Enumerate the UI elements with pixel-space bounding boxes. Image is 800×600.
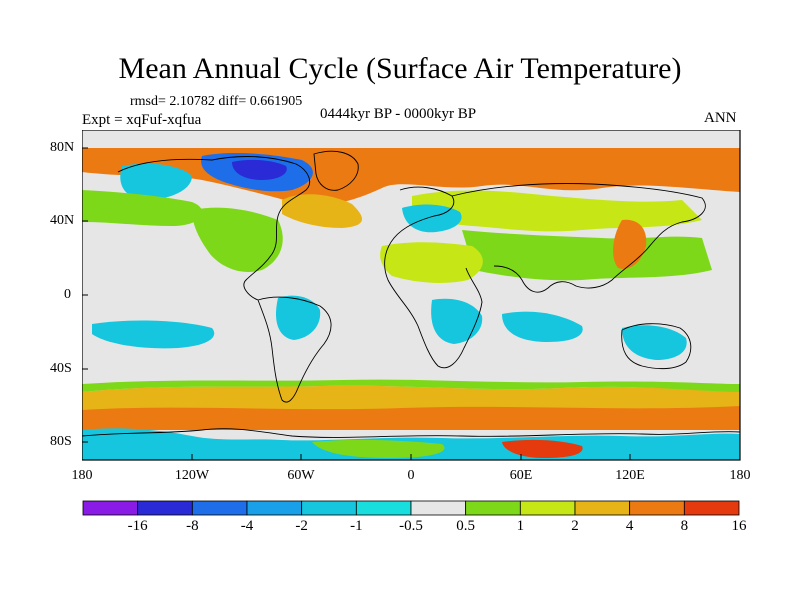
colorbar <box>82 500 740 516</box>
colorbar-swatch <box>301 500 357 516</box>
x-tick-60w: 60W <box>287 468 315 483</box>
x-tick-120w: 120W <box>174 468 210 483</box>
colorbar-label: -1 <box>350 518 363 534</box>
colorbar-swatch <box>355 500 412 516</box>
north-america-green <box>192 207 283 273</box>
asia-yellow-green <box>462 230 712 281</box>
stats-line: rmsd= 2.10782 diff= 0.661905 <box>130 94 303 109</box>
antarctic-orange <box>82 406 740 430</box>
colorbar-swatch <box>410 500 467 516</box>
asia-coast <box>451 183 706 293</box>
colorbar-swatch <box>629 500 685 516</box>
y-tick-40n: 40N <box>50 213 75 228</box>
x-tick-120e: 120E <box>615 468 645 483</box>
y-tick-0: 0 <box>64 287 71 302</box>
colorbar-label: -16 <box>127 518 148 534</box>
colorbar-label: -2 <box>295 518 308 534</box>
north-america-coast <box>117 156 310 301</box>
colorbar-label: 1 <box>516 518 525 534</box>
colorbar-swatch <box>683 500 740 516</box>
colorbar-label: -0.5 <box>399 518 423 534</box>
experiment-label: Expt = xqFuf-xqfua <box>82 112 202 128</box>
amazon-cyan <box>275 295 321 340</box>
colorbar-label: 16 <box>731 518 747 534</box>
colorbar-swatch <box>519 500 576 516</box>
colorbar-label: -8 <box>186 518 199 534</box>
colorbar-swatch <box>574 500 631 516</box>
y-tick-80n: 80N <box>50 140 75 155</box>
alaska-cyan <box>120 163 192 200</box>
season-label: ANN <box>704 110 737 126</box>
colorbar-swatch <box>465 500 521 516</box>
indian-ocean-cyan <box>502 311 583 342</box>
y-tick-80s: 80S <box>50 434 72 449</box>
africa-cyan <box>431 298 483 344</box>
south-america-coast <box>257 296 332 403</box>
antarctica-warm <box>502 439 583 458</box>
anomaly-fields <box>82 148 740 460</box>
colorbar-label: 4 <box>625 518 634 534</box>
australia-cyan <box>622 325 687 360</box>
x-tick-180e: 180 <box>729 468 751 483</box>
colorbar-label: 0.5 <box>456 518 476 534</box>
greenland-coast <box>313 150 359 191</box>
sahara-green <box>380 242 483 283</box>
north-atlantic-orange <box>282 194 362 228</box>
colorbar-label: 8 <box>680 518 689 534</box>
colorbar-label: 2 <box>571 518 579 534</box>
coastlines <box>82 150 741 438</box>
southern-ocean-green <box>82 379 740 392</box>
europe-africa-coast <box>384 186 483 369</box>
australia-coast <box>621 323 692 370</box>
canada-cold-deep <box>232 159 287 180</box>
east-asia-orange <box>613 219 647 269</box>
antarctica-coast <box>82 428 741 438</box>
colorbar-swatch <box>82 500 139 516</box>
antarctica-green <box>312 439 445 458</box>
north-pacific-green <box>82 190 203 226</box>
south-pacific-cyan <box>92 320 215 349</box>
anomaly-map <box>82 130 741 461</box>
ticks <box>82 147 631 460</box>
colorbar-swatch <box>191 500 248 516</box>
y-tick-40s: 40S <box>50 361 72 376</box>
colorbar-label: -4 <box>240 518 254 534</box>
x-tick-60e: 60E <box>509 468 533 483</box>
period-label: 0444kyr BP - 0000kyr BP <box>320 106 477 122</box>
x-tick-180w: 180 <box>71 468 93 483</box>
x-tick-0: 0 <box>407 468 415 483</box>
map-title: Mean Annual Cycle (Surface Air Temperatu… <box>118 52 682 85</box>
colorbar-swatch <box>137 500 193 516</box>
colorbar-swatch <box>246 500 303 516</box>
